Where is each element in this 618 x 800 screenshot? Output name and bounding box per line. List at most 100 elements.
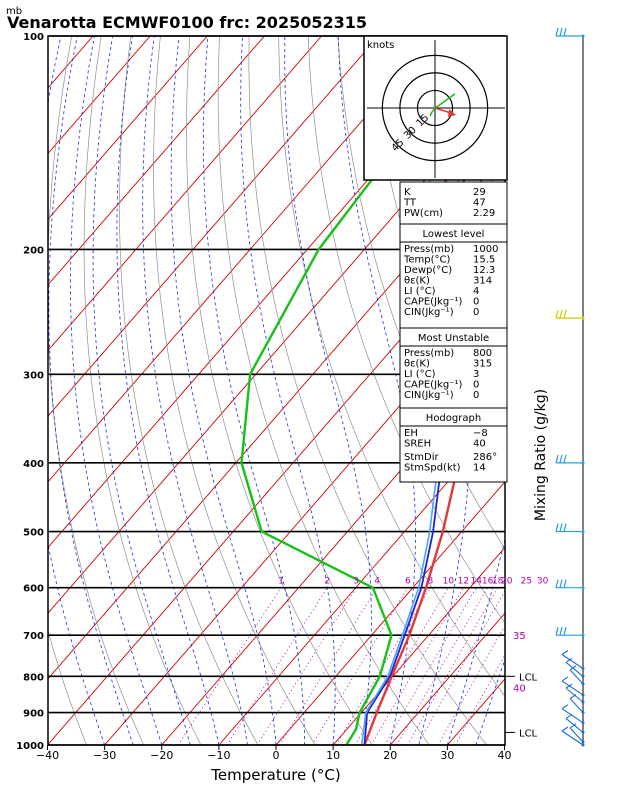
mixing-ratio-line <box>370 587 464 745</box>
lcl-label: LCL <box>519 728 538 739</box>
wind-barb <box>561 680 584 696</box>
isotherm-line <box>562 36 618 745</box>
table-key: LI (°C) <box>404 286 436 297</box>
x-tick-label: 30 <box>440 749 454 762</box>
moist-adiabat-line <box>92 36 191 745</box>
mixing-ratio-line <box>384 587 477 745</box>
moist-adiabat-line <box>142 36 248 745</box>
dry-adiabat-line <box>278 36 505 697</box>
x-tick-label: −20 <box>150 749 173 762</box>
hodograph-ring <box>399 72 471 144</box>
chart-title: Venarotta ECMWF0100 frc: 2025052315 <box>7 13 367 32</box>
wind-barb <box>565 661 584 677</box>
dry-adiabat-line <box>307 36 505 624</box>
table-key: CAPE(Jkg⁻¹) <box>404 380 462 391</box>
moist-adiabat-line <box>284 36 372 745</box>
table-value: 0 <box>473 380 479 391</box>
table-key: θε(K) <box>404 359 430 370</box>
table-value: 12.3 <box>473 265 495 276</box>
isotherm-line <box>218 415 505 745</box>
isotherm-line <box>389 612 505 745</box>
wind-barb <box>561 654 584 669</box>
table-value: 2.29 <box>473 208 495 219</box>
table-key: K <box>404 187 411 198</box>
mixing-ratio-label: 10 <box>443 577 455 587</box>
table-key: CIN(Jkg⁻¹) <box>404 307 454 318</box>
isotherm-line <box>48 36 437 483</box>
mixing-ratio-line <box>396 587 488 745</box>
table-box <box>399 223 508 329</box>
isotherm-line <box>48 36 265 286</box>
mixing-ratio-line <box>455 653 505 745</box>
table-value: −8 <box>473 428 488 439</box>
isotherm-line <box>48 218 505 745</box>
mixing-ratio-line <box>354 587 449 745</box>
isotherm-line <box>275 481 505 745</box>
mixing-ratio-line <box>407 587 499 745</box>
table-value: 4 <box>473 286 479 297</box>
table-value: 40 <box>473 439 486 450</box>
mixing-ratio-line <box>256 587 357 745</box>
x-tick-label: 20 <box>383 749 397 762</box>
moist-adiabat-line <box>48 36 134 745</box>
table-value: 0 <box>473 390 479 401</box>
wind-profile <box>555 27 585 747</box>
table-key: Press(mb) <box>404 348 454 359</box>
hodograph-ring <box>381 54 489 162</box>
x-tick-label: −30 <box>93 749 116 762</box>
isotherm-line <box>48 36 322 352</box>
mixing-ratio-label: 12 <box>458 577 469 587</box>
dry-adiabat-line <box>337 36 505 550</box>
x-tick-label: 10 <box>326 749 340 762</box>
table-key: Press(mb) <box>404 244 454 255</box>
profile-dewpoint <box>240 36 483 745</box>
table-value: 0 <box>473 297 479 308</box>
table-section-title: Hodograph <box>426 413 481 424</box>
mixing-ratio-label: 1 <box>278 577 284 587</box>
pressure-axis: 100 200 300 400 500 600 700 800 900 1000 <box>16 32 44 752</box>
table-key: CIN(Jkg⁻¹) <box>404 390 454 401</box>
mixing-ratio-line <box>437 624 505 745</box>
mixing-ratio-label: 4 <box>374 577 380 587</box>
table-key: CAPE(Jkg⁻¹) <box>404 297 462 308</box>
moist-adiabat-line <box>337 36 416 745</box>
dry-adiabat-line <box>604 36 618 745</box>
pressure-tick-label: 600 <box>23 584 44 595</box>
moist-adiabat-line <box>240 36 336 745</box>
table-key: Dewp(°C) <box>404 265 452 276</box>
mixing-ratio-label: 3 <box>353 577 359 587</box>
table-key: StmDir <box>404 452 439 463</box>
dry-adiabat-line <box>48 629 87 745</box>
moist-adiabat-line <box>70 36 163 745</box>
mixing-ratio-label: 8 <box>428 577 434 587</box>
stats-table: K 29 TT 47 PW(cm) 2.29 Lowest level Press(mb) 10… <box>399 181 508 483</box>
isotherm-line <box>48 36 380 417</box>
isotherm-line <box>48 36 94 89</box>
table-key: TT <box>403 198 417 209</box>
pressure-unit-label: mb <box>6 6 22 17</box>
mixing-ratio-label: 20 <box>501 577 513 587</box>
mixing-ratio-label: 40 <box>513 684 526 695</box>
table-box <box>399 327 508 409</box>
table-box <box>399 407 508 483</box>
mixing-ratio-label: 6 <box>405 577 411 587</box>
table-value: 1000 <box>473 244 498 255</box>
mixing-ratio-label: 16 <box>482 577 494 587</box>
table-value: 15.5 <box>473 255 495 266</box>
pressure-tick-label: 700 <box>23 631 44 642</box>
pressure-tick-label: 800 <box>23 672 44 683</box>
pressure-tick-label: 100 <box>23 32 44 43</box>
wind-barb <box>561 730 584 746</box>
dry-adiabat-line <box>515 36 618 745</box>
table-section-title: Most Unstable <box>418 333 489 344</box>
mixing-ratio-label: 18 <box>492 577 504 587</box>
isotherm-line <box>48 36 208 220</box>
dry-adiabat-line <box>545 36 618 745</box>
table-key: EH <box>404 428 418 439</box>
table-key: θε(K) <box>404 276 430 287</box>
